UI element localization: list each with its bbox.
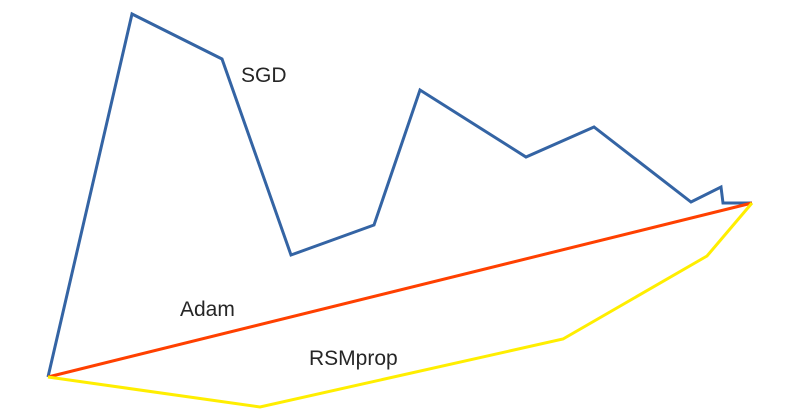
sgd-path (46, 11, 752, 378)
adam-path (47, 201, 753, 379)
sgd-label: SGD (241, 64, 287, 87)
rsmprop-path (47, 202, 754, 409)
rsmprop-label: RSMprop (309, 347, 398, 370)
adam-label: Adam (180, 298, 235, 321)
